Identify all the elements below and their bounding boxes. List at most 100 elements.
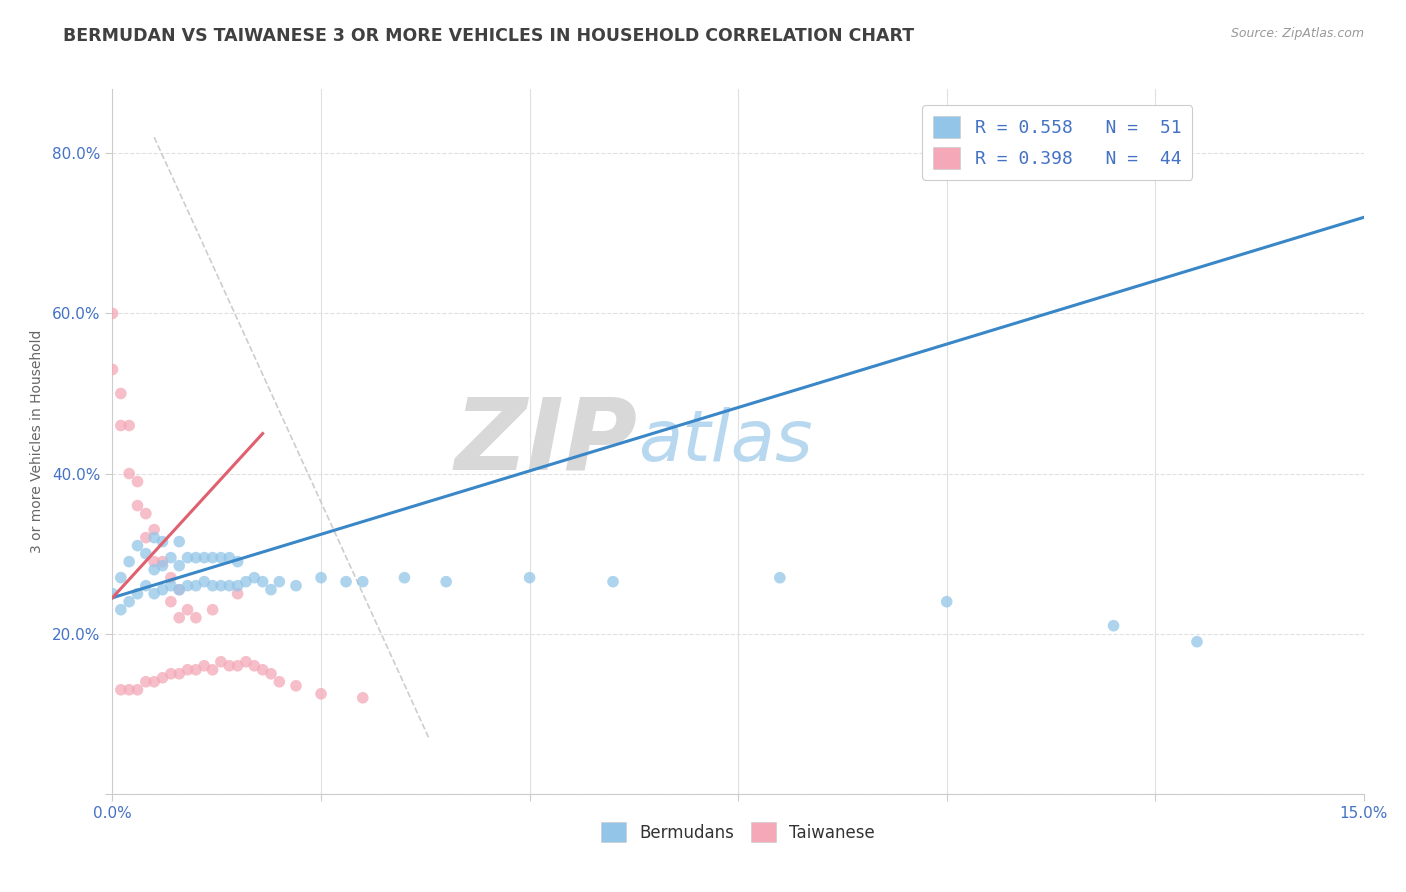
Point bbox=[226, 658, 249, 673]
Point bbox=[769, 571, 792, 585]
Point bbox=[110, 603, 132, 617]
Point bbox=[218, 579, 240, 593]
Point bbox=[201, 663, 224, 677]
Point bbox=[519, 571, 541, 585]
Point bbox=[235, 655, 257, 669]
Text: ZIP: ZIP bbox=[456, 393, 638, 490]
Point bbox=[394, 571, 416, 585]
Point bbox=[218, 550, 240, 565]
Point bbox=[434, 574, 457, 589]
Point bbox=[101, 362, 124, 376]
Point bbox=[184, 550, 207, 565]
Point bbox=[243, 571, 266, 585]
Point bbox=[152, 534, 174, 549]
Point bbox=[352, 574, 374, 589]
Point bbox=[143, 674, 166, 689]
Point bbox=[160, 579, 183, 593]
Point bbox=[252, 574, 274, 589]
Point bbox=[260, 582, 283, 597]
Point bbox=[201, 579, 224, 593]
Point bbox=[226, 555, 249, 569]
Point bbox=[252, 663, 274, 677]
Point bbox=[152, 555, 174, 569]
Point bbox=[127, 499, 149, 513]
Point bbox=[152, 582, 174, 597]
Point bbox=[110, 386, 132, 401]
Point bbox=[193, 658, 215, 673]
Point bbox=[184, 579, 207, 593]
Point bbox=[135, 674, 157, 689]
Point bbox=[167, 582, 190, 597]
Point bbox=[243, 658, 266, 673]
Point bbox=[201, 550, 224, 565]
Point bbox=[110, 418, 132, 433]
Point bbox=[118, 682, 141, 697]
Point bbox=[209, 550, 232, 565]
Point bbox=[352, 690, 374, 705]
Text: BERMUDAN VS TAIWANESE 3 OR MORE VEHICLES IN HOUSEHOLD CORRELATION CHART: BERMUDAN VS TAIWANESE 3 OR MORE VEHICLES… bbox=[63, 27, 914, 45]
Point bbox=[602, 574, 624, 589]
Legend: Bermudans, Taiwanese: Bermudans, Taiwanese bbox=[595, 815, 882, 849]
Point bbox=[269, 674, 291, 689]
Point bbox=[260, 666, 283, 681]
Point bbox=[135, 579, 157, 593]
Point bbox=[167, 582, 190, 597]
Point bbox=[160, 571, 183, 585]
Point bbox=[209, 579, 232, 593]
Point bbox=[118, 595, 141, 609]
Point bbox=[167, 558, 190, 573]
Point bbox=[285, 679, 308, 693]
Point bbox=[218, 658, 240, 673]
Point bbox=[1102, 618, 1125, 632]
Point bbox=[226, 587, 249, 601]
Point bbox=[167, 534, 190, 549]
Point bbox=[143, 587, 166, 601]
Point bbox=[201, 603, 224, 617]
Point bbox=[285, 579, 308, 593]
Text: atlas: atlas bbox=[638, 407, 813, 476]
Point bbox=[176, 579, 198, 593]
Point bbox=[184, 610, 207, 624]
Point bbox=[152, 671, 174, 685]
Point bbox=[143, 555, 166, 569]
Point bbox=[118, 418, 141, 433]
Point bbox=[176, 663, 198, 677]
Y-axis label: 3 or more Vehicles in Household: 3 or more Vehicles in Household bbox=[30, 330, 44, 553]
Text: Source: ZipAtlas.com: Source: ZipAtlas.com bbox=[1230, 27, 1364, 40]
Point bbox=[110, 571, 132, 585]
Point bbox=[118, 555, 141, 569]
Point bbox=[143, 523, 166, 537]
Point bbox=[167, 666, 190, 681]
Point bbox=[110, 682, 132, 697]
Point bbox=[160, 550, 183, 565]
Point bbox=[127, 587, 149, 601]
Point bbox=[1185, 634, 1208, 648]
Point bbox=[235, 574, 257, 589]
Point bbox=[335, 574, 357, 589]
Point bbox=[176, 550, 198, 565]
Point bbox=[101, 587, 124, 601]
Point bbox=[309, 687, 332, 701]
Point bbox=[184, 663, 207, 677]
Point bbox=[160, 666, 183, 681]
Point bbox=[160, 595, 183, 609]
Point bbox=[143, 563, 166, 577]
Point bbox=[226, 579, 249, 593]
Point bbox=[127, 682, 149, 697]
Point bbox=[152, 558, 174, 573]
Point bbox=[309, 571, 332, 585]
Point bbox=[135, 531, 157, 545]
Point bbox=[176, 603, 198, 617]
Point bbox=[269, 574, 291, 589]
Point bbox=[143, 531, 166, 545]
Point bbox=[193, 550, 215, 565]
Point bbox=[127, 539, 149, 553]
Point bbox=[935, 595, 957, 609]
Point bbox=[167, 610, 190, 624]
Point bbox=[127, 475, 149, 489]
Point bbox=[209, 655, 232, 669]
Point bbox=[193, 574, 215, 589]
Point bbox=[118, 467, 141, 481]
Point bbox=[135, 547, 157, 561]
Point bbox=[101, 306, 124, 320]
